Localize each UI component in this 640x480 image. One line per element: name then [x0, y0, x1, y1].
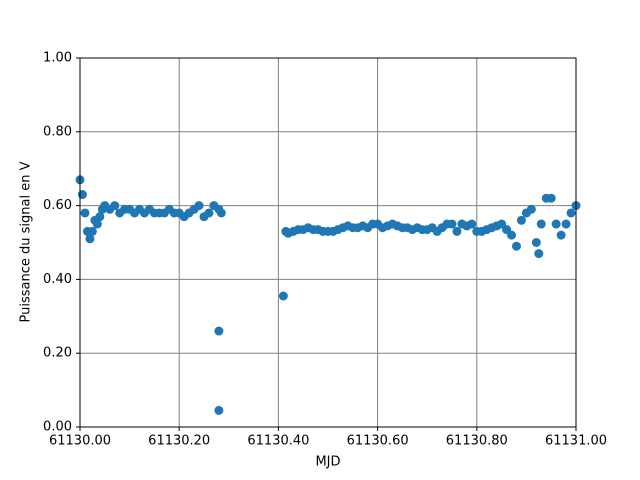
point — [556, 230, 566, 240]
x-tick-label: 61130.60 — [347, 434, 409, 449]
point — [447, 219, 457, 229]
point — [204, 208, 214, 218]
point — [516, 215, 526, 225]
point — [551, 219, 561, 229]
point — [531, 238, 541, 247]
x-tick-label: 61130.20 — [148, 434, 210, 449]
point — [80, 208, 90, 218]
point — [110, 201, 120, 211]
point — [95, 212, 105, 222]
x-tick-label: 61130.40 — [247, 434, 309, 449]
point — [566, 208, 576, 218]
y-tick-label: 0.20 — [43, 346, 72, 361]
point — [77, 190, 87, 200]
y-tick-label: 0.40 — [43, 272, 72, 287]
plot-frame — [79, 57, 577, 428]
point — [92, 219, 102, 229]
point — [214, 405, 224, 415]
point — [452, 226, 462, 236]
point — [511, 241, 521, 251]
x-tick-label: 61130.00 — [49, 434, 111, 449]
point — [546, 193, 556, 203]
point — [216, 208, 226, 218]
point — [85, 234, 95, 244]
point — [561, 219, 571, 229]
y-axis-label: Puissance du signal en V — [19, 161, 34, 322]
x-tick-label: 61131.00 — [545, 434, 607, 449]
point — [214, 326, 224, 336]
y-tick-label: 1.00 — [43, 51, 72, 66]
x-tick-label: 61130.80 — [446, 434, 508, 449]
point — [536, 219, 546, 229]
x-axis-label: MJD — [315, 455, 340, 470]
point — [278, 291, 288, 301]
point — [507, 230, 517, 240]
y-tick-label: 0.00 — [43, 420, 72, 435]
y-tick-label: 0.80 — [43, 124, 72, 139]
point — [194, 201, 204, 211]
point — [467, 219, 477, 229]
y-tick-label: 0.60 — [43, 198, 72, 213]
point — [87, 226, 97, 236]
point — [526, 204, 536, 214]
point — [534, 249, 544, 259]
